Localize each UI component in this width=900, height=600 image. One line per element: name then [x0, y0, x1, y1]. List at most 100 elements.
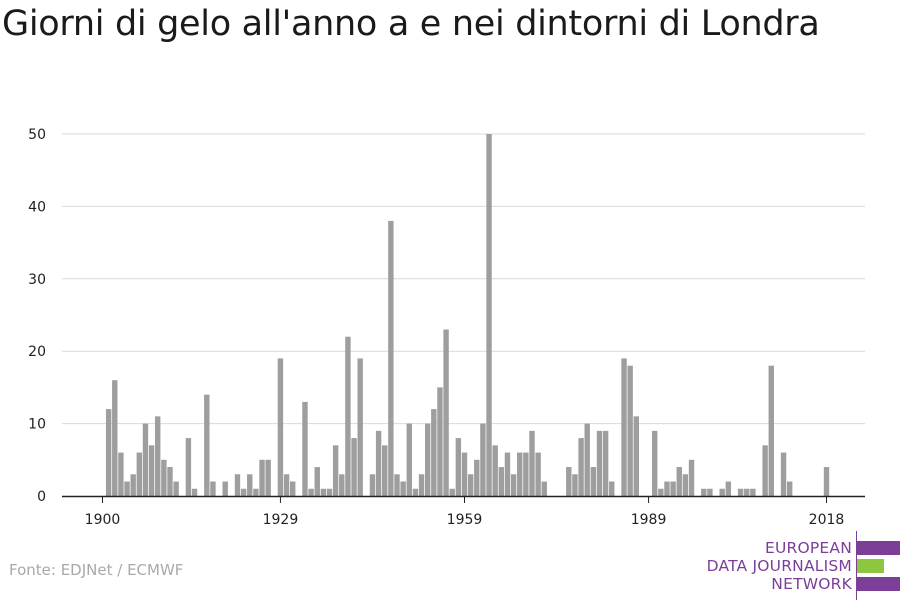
bar-2018 — [823, 467, 830, 496]
bar-2006 — [750, 488, 756, 496]
bar-1945 — [375, 430, 382, 496]
bar-1981 — [596, 430, 603, 496]
bar-1926 — [259, 459, 265, 496]
bar-1986 — [627, 365, 633, 496]
bar-1971 — [535, 452, 541, 496]
bar-1966 — [504, 452, 511, 496]
bar-1978 — [578, 438, 584, 496]
bar-1999 — [707, 488, 713, 496]
bar-1911 — [167, 467, 173, 496]
bar-1909 — [155, 416, 161, 496]
bar-1925 — [253, 488, 259, 496]
bar-1908 — [148, 445, 155, 496]
bar-1933 — [302, 401, 308, 496]
x-tick-label: 1900 — [85, 512, 121, 528]
x-tick-label: 1929 — [263, 512, 299, 528]
bar-1947 — [388, 220, 394, 496]
logo-bar-purple-top — [857, 541, 900, 555]
bar-1936 — [320, 488, 327, 496]
logo-line-3: NETWORK — [771, 575, 852, 593]
bar-1963 — [486, 134, 492, 496]
bar-1957 — [449, 488, 455, 496]
bar-1923 — [240, 488, 247, 496]
bar-1927 — [265, 459, 271, 496]
bar-1915 — [191, 488, 198, 496]
edjnet-logo[interactable]: EUROPEAN DATA JOURNALISM NETWORK — [700, 531, 900, 600]
x-tick-label: 1989 — [631, 512, 667, 528]
bar-1934 — [308, 488, 314, 496]
bar-1951 — [412, 488, 419, 496]
bar-2008 — [762, 445, 768, 496]
bar-1982 — [602, 430, 609, 496]
logo-divider — [856, 531, 857, 600]
bar-1958 — [455, 438, 462, 496]
bar-1931 — [290, 481, 296, 496]
bar-1940 — [345, 336, 351, 496]
bar-1953 — [424, 423, 431, 496]
bar-1920 — [222, 481, 228, 496]
bar-2009 — [768, 365, 774, 496]
bar-1979 — [584, 423, 590, 496]
bar-1983 — [609, 481, 615, 496]
bar-1993 — [670, 481, 676, 496]
bar-1994 — [676, 467, 682, 496]
bar-1910 — [161, 459, 167, 496]
source-note: Fonte: EDJNet / ECMWF — [9, 561, 184, 579]
bar-1965 — [498, 467, 505, 496]
logo-bar-green — [857, 559, 884, 573]
bar-1902 — [112, 380, 118, 496]
x-tick-label: 1959 — [447, 512, 483, 528]
bar-1968 — [517, 452, 523, 496]
axes: 0 10 20 30 40 50 1900 1929 1959 1989 2018 — [28, 127, 865, 528]
bar-1962 — [480, 423, 486, 496]
bar-1924 — [247, 474, 253, 496]
bar-1939 — [339, 474, 345, 496]
bar-1914 — [185, 438, 192, 496]
bar-1935 — [314, 467, 320, 496]
x-tick-label: 2018 — [809, 512, 845, 528]
bar-1946 — [382, 445, 388, 496]
bar-1956 — [443, 329, 449, 496]
bar-1941 — [351, 438, 357, 496]
bar-1938 — [332, 445, 339, 496]
bar-1918 — [210, 481, 216, 496]
bar-1905 — [130, 474, 136, 496]
bar-1949 — [400, 481, 406, 496]
bar-2012 — [786, 481, 793, 496]
bar-1944 — [369, 474, 376, 496]
bar-1970 — [529, 430, 535, 496]
y-tick-label: 30 — [28, 272, 46, 288]
bar-1995 — [682, 474, 689, 496]
bar-1998 — [701, 488, 707, 496]
bar-2004 — [737, 488, 744, 496]
bar-1992 — [664, 481, 670, 496]
bar-2011 — [780, 452, 787, 496]
bar-2001 — [719, 488, 725, 496]
bar-1964 — [492, 445, 498, 496]
bar-1985 — [621, 358, 627, 496]
y-tick-label: 10 — [28, 417, 46, 433]
bars — [105, 134, 830, 496]
y-tick-label: 20 — [28, 344, 46, 360]
bar-1912 — [173, 481, 179, 496]
y-tick-label: 40 — [28, 199, 46, 215]
y-tick-label: 0 — [37, 489, 46, 505]
bar-1901 — [105, 409, 112, 496]
bar-1904 — [124, 481, 130, 496]
bar-1990 — [652, 430, 658, 496]
bar-1929 — [277, 358, 284, 496]
bar-1948 — [394, 474, 400, 496]
bar-1906 — [136, 452, 143, 496]
bar-1996 — [688, 459, 695, 496]
bar-1980 — [590, 467, 597, 496]
bar-1952 — [418, 474, 425, 496]
bar-1991 — [658, 488, 664, 496]
logo-line-2: DATA JOURNALISM — [706, 557, 852, 575]
bar-1950 — [406, 423, 412, 496]
bar-1987 — [633, 416, 639, 496]
bar-1955 — [437, 387, 443, 496]
bar-1959 — [461, 452, 468, 496]
bar-1917 — [204, 394, 210, 496]
bar-1930 — [283, 474, 290, 496]
